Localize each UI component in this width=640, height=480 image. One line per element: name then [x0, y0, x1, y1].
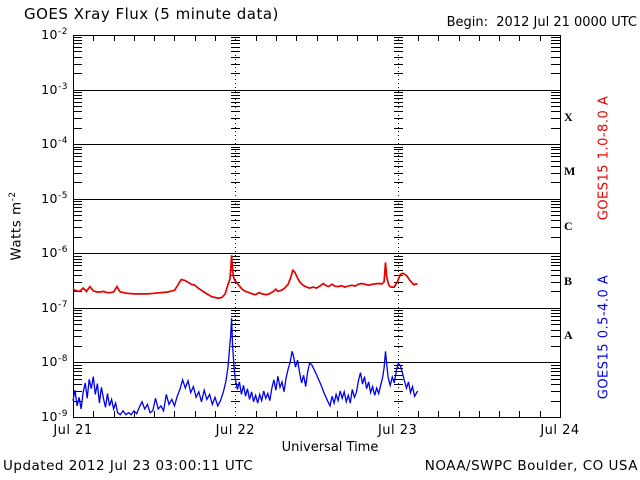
flux-class-letter: B	[564, 273, 573, 288]
flux-class-letter: C	[564, 219, 573, 233]
x-tick-label: Jul 21	[53, 423, 93, 438]
credit-label: NOAA/SWPC Boulder, CO USA	[424, 458, 638, 474]
flux-class-letter: M	[564, 164, 576, 179]
flux-class-letter: X	[564, 109, 573, 124]
plot-frame	[73, 35, 561, 418]
y-tick-label: 10-6	[41, 245, 68, 261]
y-tick-label: 10-4	[41, 136, 68, 152]
x-axis-title: Universal Time	[281, 440, 379, 455]
series-short-channel-line	[72, 318, 419, 416]
y-axis-title-exponent: -2	[7, 191, 18, 202]
x-tick-label: Jul 24	[540, 423, 580, 438]
begin-timestamp-label: Begin: 2012 Jul 21 0000 UTC	[446, 15, 637, 30]
flux-class-letter: A	[564, 328, 573, 343]
y-tick-label: 10-9	[41, 409, 68, 425]
x-tick-label: Jul 23	[377, 423, 418, 438]
updated-timestamp: Updated 2012 Jul 23 03:00:11 UTC	[3, 458, 254, 474]
y-tick-label: 10-3	[41, 81, 68, 97]
series-long-channel-line	[72, 255, 418, 300]
y-tick-label: 10-8	[41, 354, 68, 370]
y-tick-label: 10-5	[41, 190, 68, 206]
x-tick-label: Jul 22	[215, 423, 255, 438]
legend-goes15-short-channel: GOES15 0.5-4.0 A	[596, 274, 612, 400]
y-axis-title: Watts m-2	[7, 191, 25, 261]
page-title: GOES Xray Flux (5 minute data)	[24, 5, 279, 23]
y-tick-label: 10-7	[41, 299, 68, 315]
y-tick-label: 10-2	[41, 27, 68, 43]
legend-goes15-long-channel: GOES15 1.0-8.0 A	[596, 95, 612, 221]
